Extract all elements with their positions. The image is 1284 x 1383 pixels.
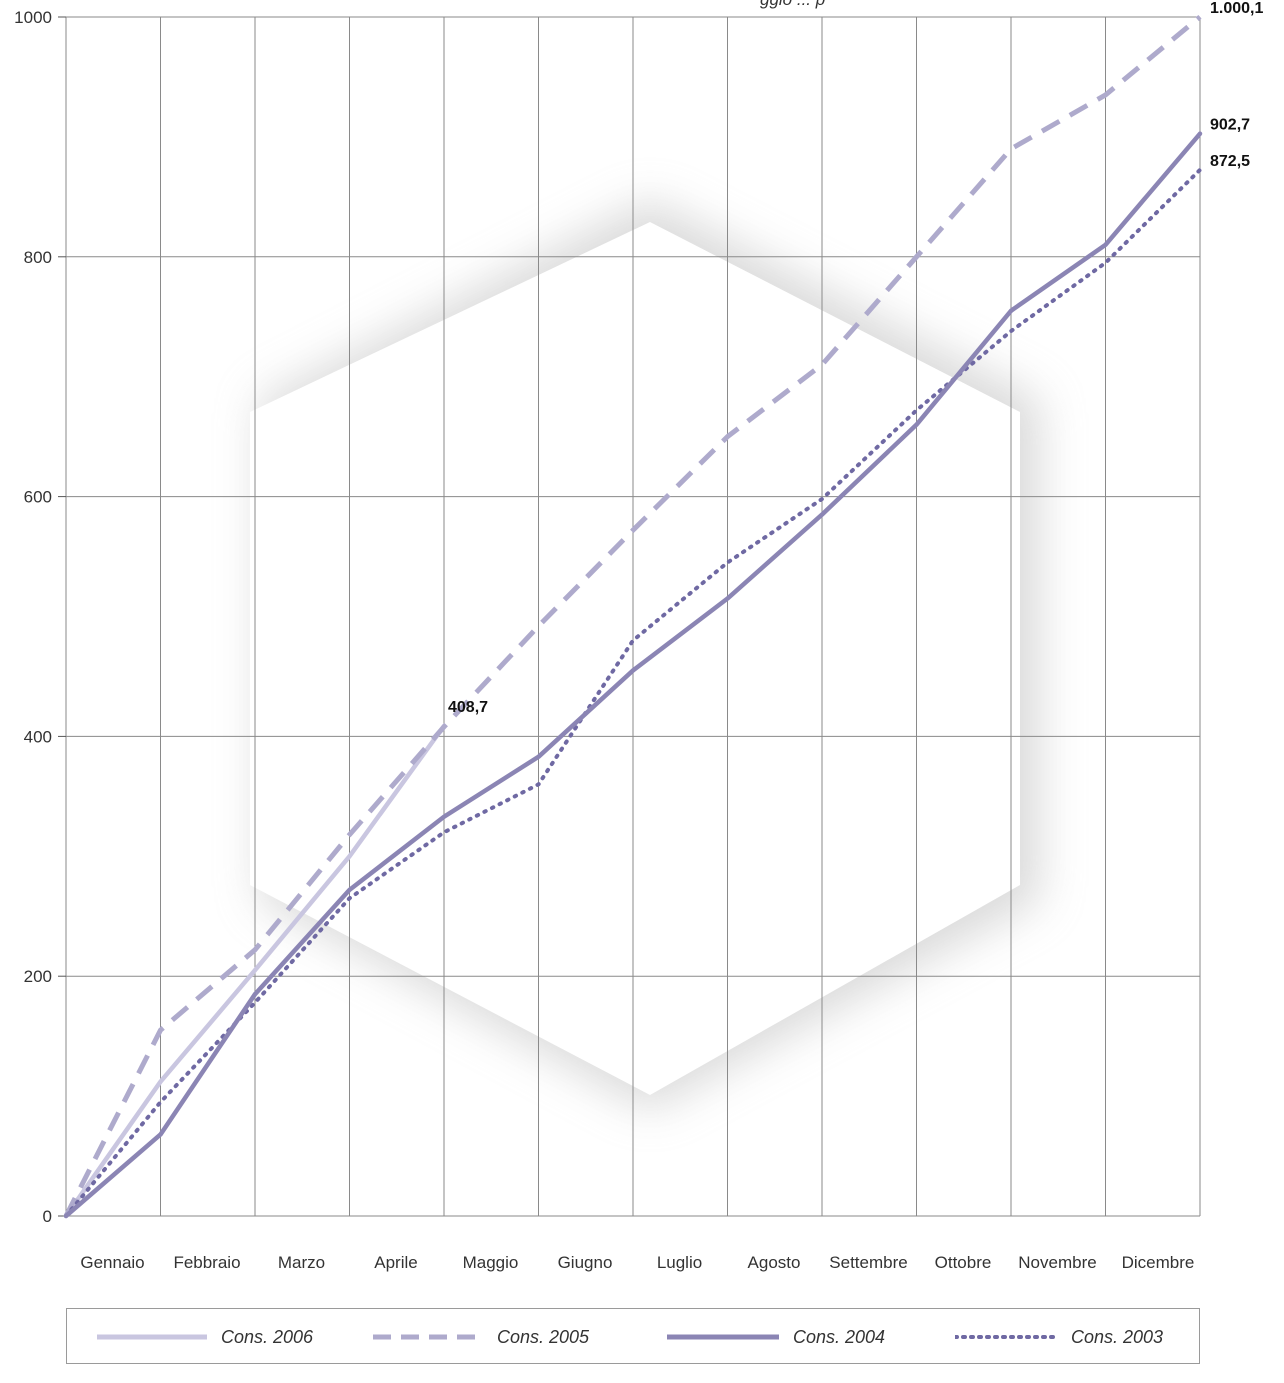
end-value-label: 408,7 — [448, 699, 488, 716]
legend-item-2004: Cons. 2004 — [667, 1309, 885, 1365]
series-line-2004 — [63, 131, 1203, 1219]
legend-swatch-2003 — [955, 1335, 1057, 1339]
series-lines — [63, 14, 1203, 1219]
x-tick-label: Gennaio — [80, 1253, 144, 1272]
legend-item-2003: Cons. 2003 — [955, 1309, 1163, 1365]
y-tick-label: 0 — [43, 1207, 52, 1226]
legend-swatch-2005 — [373, 1334, 483, 1340]
x-tick-label: Settembre — [829, 1253, 907, 1272]
legend-label-2005: Cons. 2005 — [497, 1326, 590, 1347]
y-tick-label: 800 — [24, 248, 52, 267]
x-axis: Gennaio Febbraio Marzo Aprile Maggio Giugno Lu… — [80, 1253, 1194, 1272]
x-tick-label: Maggio — [463, 1253, 519, 1272]
x-tick-label: Novembre — [1018, 1253, 1096, 1272]
x-tick-label: Ottobre — [935, 1253, 992, 1272]
y-tick-label: 400 — [24, 727, 52, 746]
legend-item-2005: Cons. 2005 — [373, 1309, 589, 1365]
grid — [65, 16, 1201, 1217]
x-tick-label: Luglio — [657, 1253, 702, 1272]
legend-label-2004: Cons. 2004 — [793, 1326, 886, 1347]
legend-swatch-2006 — [97, 1334, 207, 1340]
y-tick-label: 1000 — [14, 8, 52, 27]
y-axis: 0 200 400 600 800 1000 — [14, 8, 66, 1226]
legend-item-2006: Cons. 2006 — [97, 1309, 313, 1365]
top-note: ggio ... p — [760, 0, 825, 10]
end-value-label: 902,7 — [1210, 117, 1250, 134]
watermark-logo — [250, 200, 1040, 1110]
x-tick-label: Aprile — [374, 1253, 417, 1272]
legend-label-2006: Cons. 2006 — [221, 1326, 314, 1347]
end-labels: 408,7 1.000,1 902,7 872,5 — [448, 0, 1263, 716]
line-chart: 0 200 400 600 800 1000 Gennaio Febbraio Marzo Ap… — [14, 0, 1263, 1272]
end-value-label: 872,5 — [1210, 153, 1250, 170]
legend: Cons. 2006 Cons. 2005 Cons. 2004 Cons. 2… — [66, 1308, 1200, 1364]
series-line-2005 — [63, 14, 1202, 1218]
y-tick-label: 200 — [24, 967, 52, 986]
series-line-2003 — [64, 167, 1202, 1218]
legend-label-2003: Cons. 2003 — [1071, 1326, 1164, 1347]
y-tick-label: 600 — [24, 488, 52, 507]
x-tick-label: Marzo — [278, 1253, 325, 1272]
series-line-2006 — [63, 723, 447, 1219]
end-value-label: 1.000,1 — [1210, 0, 1263, 17]
legend-swatch-2004 — [667, 1334, 779, 1340]
x-tick-label: Febbraio — [173, 1253, 240, 1272]
x-tick-label: Dicembre — [1122, 1253, 1195, 1272]
x-tick-label: Giugno — [558, 1253, 613, 1272]
x-tick-label: Agosto — [748, 1253, 801, 1272]
